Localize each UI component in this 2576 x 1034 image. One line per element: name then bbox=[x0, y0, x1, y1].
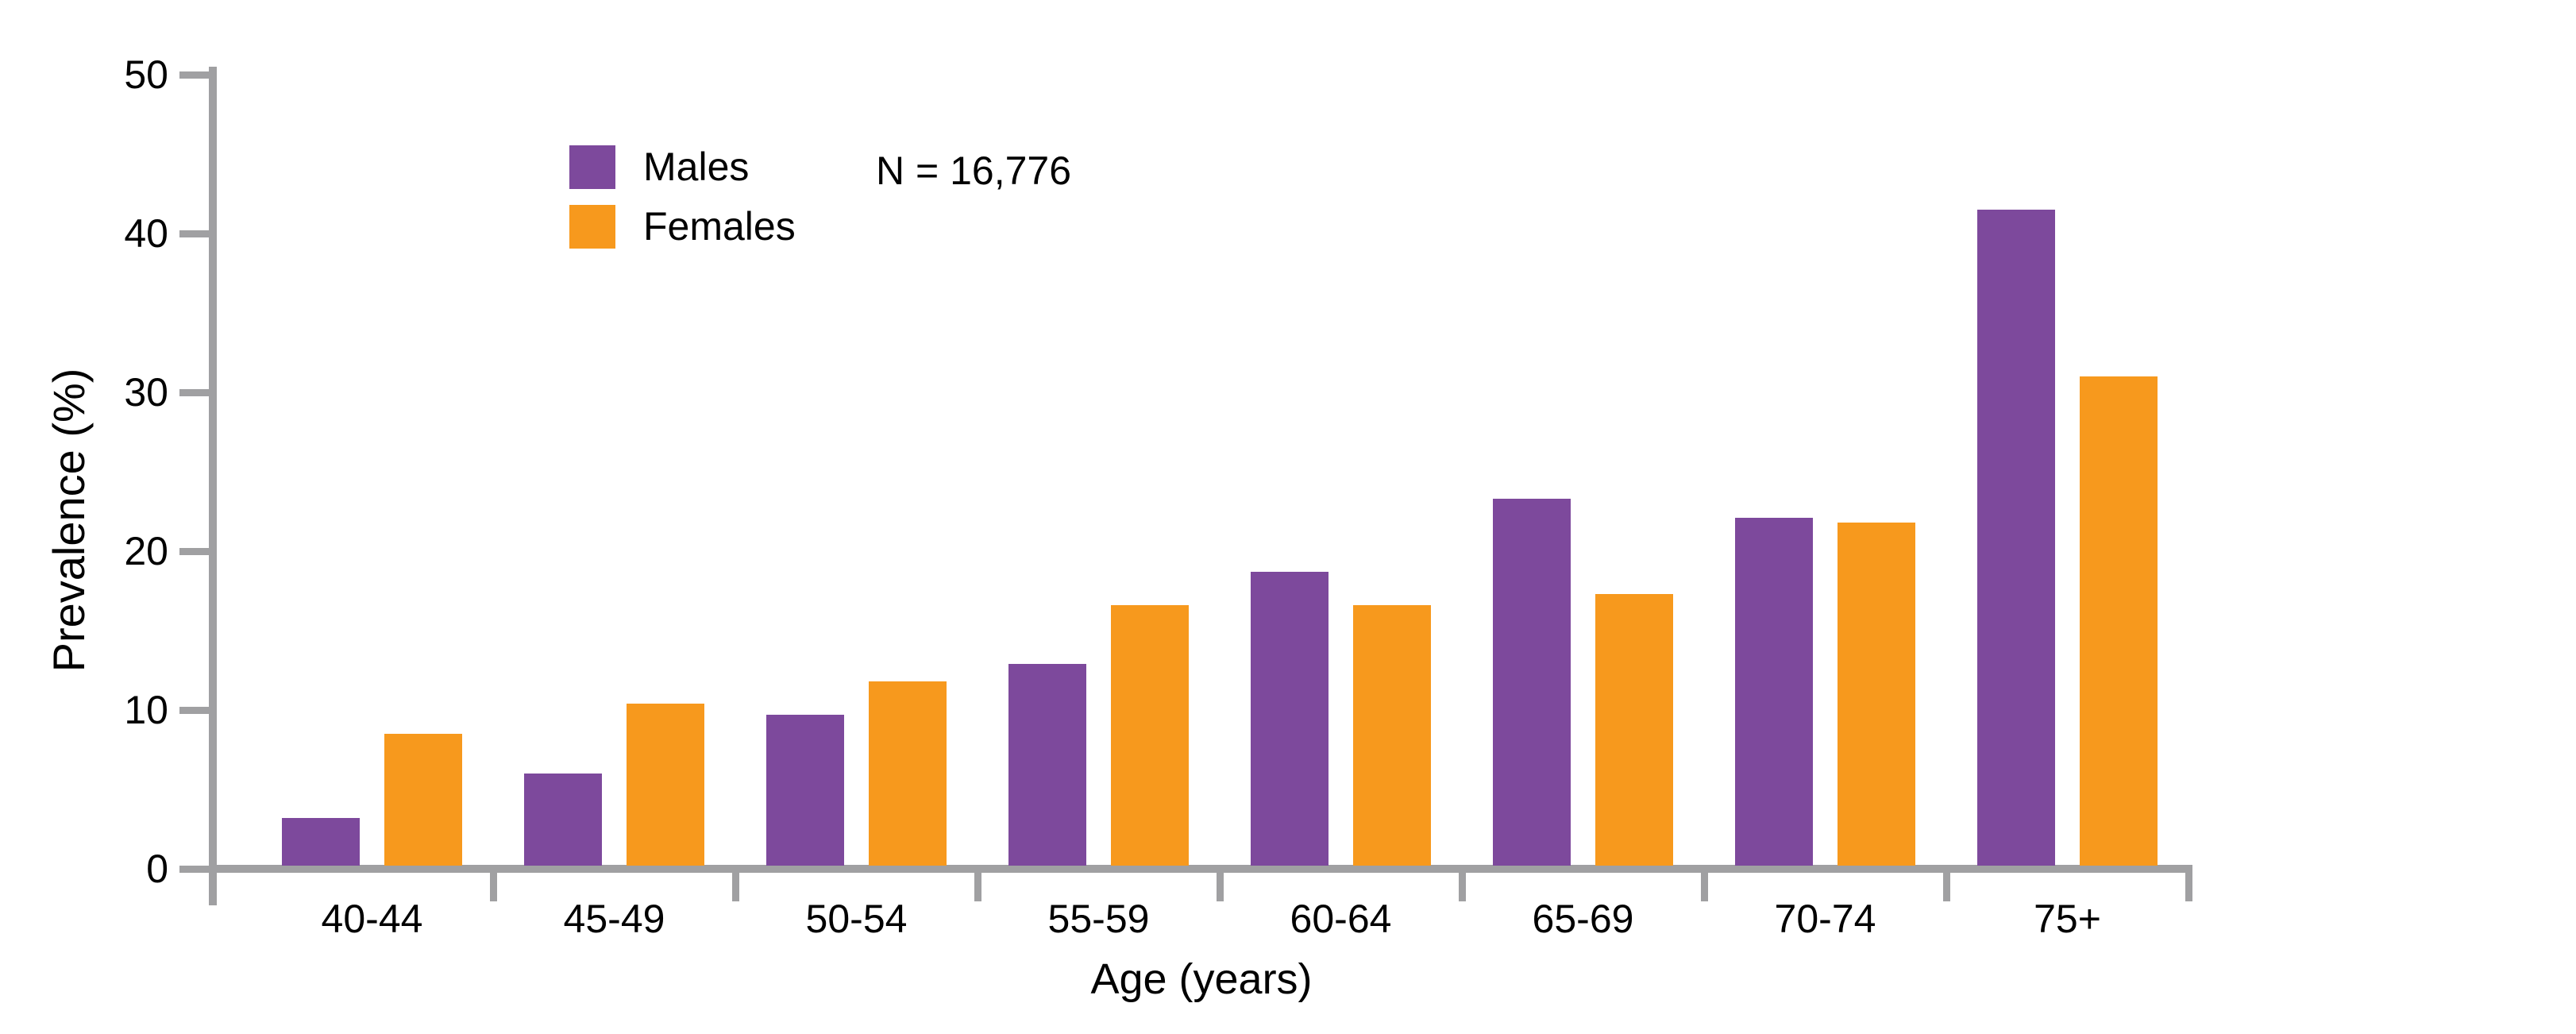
bar-males-45-49 bbox=[524, 774, 602, 866]
legend-label-females: Females bbox=[643, 204, 796, 249]
x-axis-line bbox=[209, 865, 2192, 873]
y-tick-50 bbox=[179, 71, 209, 79]
y-tick-40 bbox=[179, 230, 209, 237]
sample-size-note: N = 16,776 bbox=[876, 149, 1072, 193]
x-tick-label-75+: 75+ bbox=[2034, 897, 2101, 941]
y-tick-label-50: 50 bbox=[124, 52, 168, 97]
bar-females-45-49 bbox=[627, 704, 704, 866]
bar-females-70-74 bbox=[1838, 523, 1915, 866]
y-tick-0 bbox=[179, 866, 209, 873]
x-tick-1 bbox=[490, 873, 497, 901]
bar-males-40-44 bbox=[282, 818, 360, 866]
bar-males-65-69 bbox=[1493, 499, 1571, 866]
bar-females-40-44 bbox=[384, 734, 462, 866]
x-tick-2 bbox=[732, 873, 739, 901]
y-tick-label-40: 40 bbox=[124, 211, 168, 256]
bar-females-55-59 bbox=[1111, 605, 1189, 866]
x-tick-label-60-64: 60-64 bbox=[1290, 897, 1392, 941]
legend-item-females: Females bbox=[569, 205, 796, 249]
x-tick-label-40-44: 40-44 bbox=[321, 897, 423, 941]
y-tick-30 bbox=[179, 389, 209, 396]
x-tick-label-70-74: 70-74 bbox=[1774, 897, 1876, 941]
y-tick-label-20: 20 bbox=[124, 529, 168, 573]
y-tick-label-0: 0 bbox=[146, 847, 168, 891]
females-swatch bbox=[569, 205, 615, 249]
bar-females-60-64 bbox=[1353, 605, 1431, 866]
y-tick-10 bbox=[179, 707, 209, 714]
x-tick-6 bbox=[1701, 873, 1708, 901]
males-swatch bbox=[569, 145, 615, 189]
bar-males-75+ bbox=[1977, 210, 2055, 866]
x-tick-label-45-49: 45-49 bbox=[563, 897, 665, 941]
x-tick-3 bbox=[974, 873, 981, 901]
bar-males-50-54 bbox=[766, 715, 844, 866]
bar-females-50-54 bbox=[869, 681, 947, 866]
x-tick-label-50-54: 50-54 bbox=[805, 897, 908, 941]
x-tick-5 bbox=[1459, 873, 1466, 901]
legend-label-males: Males bbox=[643, 145, 750, 189]
y-tick-20 bbox=[179, 548, 209, 555]
legend: Males Females bbox=[569, 145, 796, 264]
x-axis-title: Age (years) bbox=[1090, 955, 1313, 1003]
y-axis-line bbox=[209, 67, 217, 905]
y-tick-label-30: 30 bbox=[124, 370, 168, 415]
bar-males-55-59 bbox=[1008, 664, 1086, 866]
y-axis-title: Prevalence (%) bbox=[44, 368, 94, 673]
legend-item-males: Males bbox=[569, 145, 796, 189]
x-tick-label-65-69: 65-69 bbox=[1532, 897, 1634, 941]
x-tick-8 bbox=[2185, 873, 2192, 901]
bar-females-65-69 bbox=[1595, 594, 1673, 866]
y-tick-label-10: 10 bbox=[124, 688, 168, 732]
x-tick-7 bbox=[1943, 873, 1950, 901]
bar-males-70-74 bbox=[1735, 518, 1813, 866]
bar-females-75+ bbox=[2080, 376, 2158, 866]
x-tick-label-55-59: 55-59 bbox=[1047, 897, 1150, 941]
x-tick-4 bbox=[1217, 873, 1224, 901]
bar-males-60-64 bbox=[1251, 572, 1328, 866]
